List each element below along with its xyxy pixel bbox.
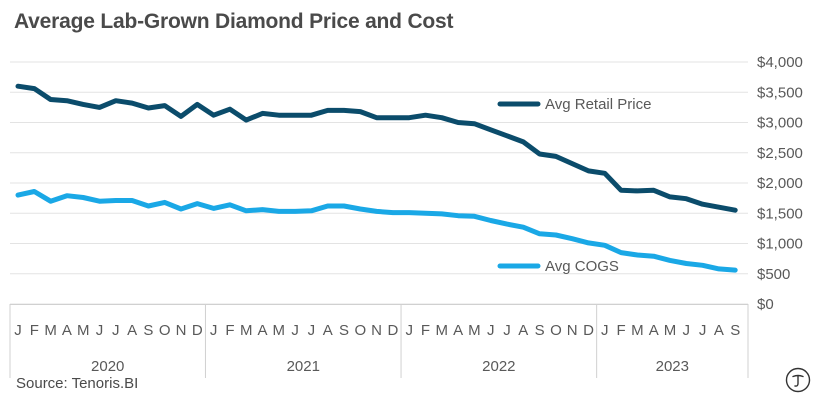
x-tick-label-month: J: [601, 322, 609, 339]
x-tick-label-month: A: [649, 322, 659, 339]
y-tick-label: $2,000: [757, 175, 803, 192]
x-tick-label-month: F: [421, 322, 430, 339]
x-tick-label-month: A: [257, 322, 267, 339]
x-tick-label-month: J: [112, 322, 120, 339]
x-tick-label-month: A: [518, 322, 528, 339]
y-tick-label: $2,500: [757, 145, 803, 162]
series-line-retail-price: [15, 83, 738, 213]
x-tick-label-month: S: [339, 322, 349, 339]
x-tick-label-month: D: [387, 322, 398, 339]
x-tick-label-month: M: [44, 322, 57, 339]
x-tick-label-month: A: [714, 322, 724, 339]
legend-label: Avg Retail Price: [545, 96, 651, 113]
x-tick-label-year: 2022: [482, 358, 515, 375]
x-tick-label-month: J: [699, 322, 707, 339]
x-tick-label-month: J: [405, 322, 413, 339]
x-tick-label-month: D: [583, 322, 594, 339]
y-axis-labels: $0 $500 $1,000 $1,500 $2,000 $2,500 $3,000 $3,5…: [757, 54, 803, 313]
x-tick-label-month: M: [240, 322, 253, 339]
x-tick-label-month: M: [631, 322, 644, 339]
x-tick-label-year: 2023: [656, 358, 689, 375]
x-tick-label-month: J: [683, 322, 691, 339]
x-tick-label-month: A: [323, 322, 333, 339]
y-tick-label: $500: [757, 266, 790, 283]
x-tick-label-month: F: [30, 322, 39, 339]
y-tick-label: $1,500: [757, 205, 803, 222]
x-tick-label-month: J: [487, 322, 495, 339]
x-tick-label-month: M: [77, 322, 90, 339]
y-tick-label: $3,500: [757, 84, 803, 101]
x-tick-label-month: O: [550, 322, 562, 339]
x-tick-label-month: J: [14, 322, 22, 339]
x-tick-label-month: S: [535, 322, 545, 339]
legend-label: Avg COGS: [545, 258, 619, 275]
x-tick-label-month: M: [468, 322, 481, 339]
x-tick-label-month: J: [503, 322, 511, 339]
x-tick-label-month: O: [354, 322, 366, 339]
x-tick-label-month: D: [192, 322, 203, 339]
y-tick-label: $1,000: [757, 236, 803, 253]
x-tick-label-month: S: [143, 322, 153, 339]
x-tick-label-month: A: [453, 322, 463, 339]
x-tick-label-month: F: [617, 322, 626, 339]
x-tick-label-month: J: [291, 322, 299, 339]
y-tick-label: $3,000: [757, 115, 803, 132]
x-tick-label-month: N: [176, 322, 187, 339]
y-tick-label: $0: [757, 296, 774, 313]
x-tick-label-month: O: [159, 322, 171, 339]
x-tick-label-month: J: [96, 322, 104, 339]
series-line-cogs: [15, 189, 738, 273]
x-tick-label-month: J: [210, 322, 218, 339]
x-tick-label-month: M: [664, 322, 677, 339]
x-tick-label-month: J: [308, 322, 316, 339]
tenoris-logo-icon: [785, 367, 811, 393]
x-tick-label-month: A: [127, 322, 137, 339]
x-tick-label-month: A: [62, 322, 72, 339]
x-tick-label-year: 2020: [91, 358, 124, 375]
x-tick-label-month: F: [225, 322, 234, 339]
x-tick-label-month: S: [730, 322, 740, 339]
x-tick-label-year: 2021: [287, 358, 320, 375]
source-note: Source: Tenoris.BI: [16, 375, 139, 392]
x-tick-label-month: M: [273, 322, 286, 339]
series-lines: [15, 83, 738, 273]
x-tick-label-month: N: [567, 322, 578, 339]
x-tick-label-month: M: [436, 322, 449, 339]
legend: Avg Retail Price Avg COGS: [497, 96, 651, 275]
x-tick-label-month: N: [371, 322, 382, 339]
y-tick-label: $4,000: [757, 54, 803, 71]
chart-title: Average Lab-Grown Diamond Price and Cost: [14, 10, 454, 33]
